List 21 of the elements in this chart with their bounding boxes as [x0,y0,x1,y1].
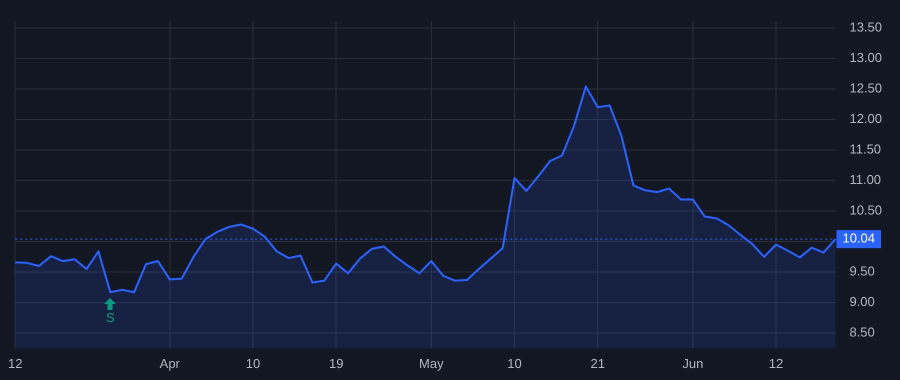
x-tick-label: 10 [507,356,522,371]
x-tick-label: 19 [328,356,344,371]
x-tick-label: May [419,356,444,371]
x-tick-label: 12 [768,356,784,371]
y-tick-label: 10.50 [849,202,882,218]
x-tick-label: Jun [682,356,704,371]
y-tick-label: 13.00 [849,50,882,66]
y-tick-label: 12.50 [849,80,882,96]
ref-line-label: 10.04 [842,230,876,246]
y-tick-label: 12.00 [849,111,882,126]
x-tick-label: Apr [160,356,181,371]
y-tick-label: 9.50 [849,264,875,279]
x-tick-label: 21 [590,356,605,371]
y-tick-label: 11.50 [849,142,882,157]
x-tick-label: 10 [246,356,260,371]
annotation: S [106,310,115,325]
y-tick-label: 8.50 [849,324,875,340]
y-tick-label: 11.00 [849,172,882,188]
x-tick-label: 12 [8,356,22,371]
y-tick-label: 9.00 [849,294,875,310]
y-tick-label: 13.50 [849,19,882,34]
